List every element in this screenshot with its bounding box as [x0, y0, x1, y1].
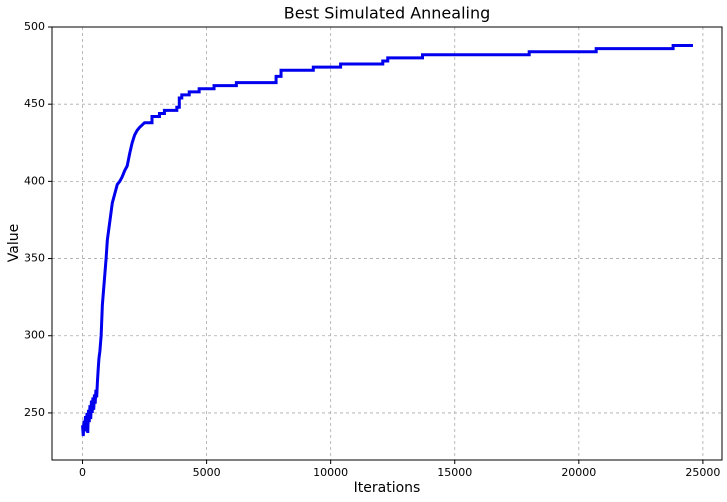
x-tick-label: 10000 [313, 466, 348, 479]
x-tick-label: 5000 [193, 466, 221, 479]
x-tick-label: 15000 [437, 466, 472, 479]
x-tick-label: 25000 [685, 466, 720, 479]
y-tick-label: 400 [24, 174, 45, 187]
y-tick-label: 250 [24, 406, 45, 419]
y-axis-label: Value [6, 224, 22, 262]
chart-title: Best Simulated Annealing [284, 4, 491, 23]
x-tick-label: 20000 [561, 466, 596, 479]
data-line [81, 44, 693, 437]
y-tick-label: 500 [24, 20, 45, 33]
plot-frame [51, 26, 723, 461]
y-tick-label: 350 [24, 252, 45, 265]
y-tick-label: 300 [24, 329, 45, 342]
x-tick-label: 0 [79, 466, 86, 479]
x-axis-label: Iterations [354, 480, 421, 496]
y-tick-label: 450 [24, 97, 45, 110]
